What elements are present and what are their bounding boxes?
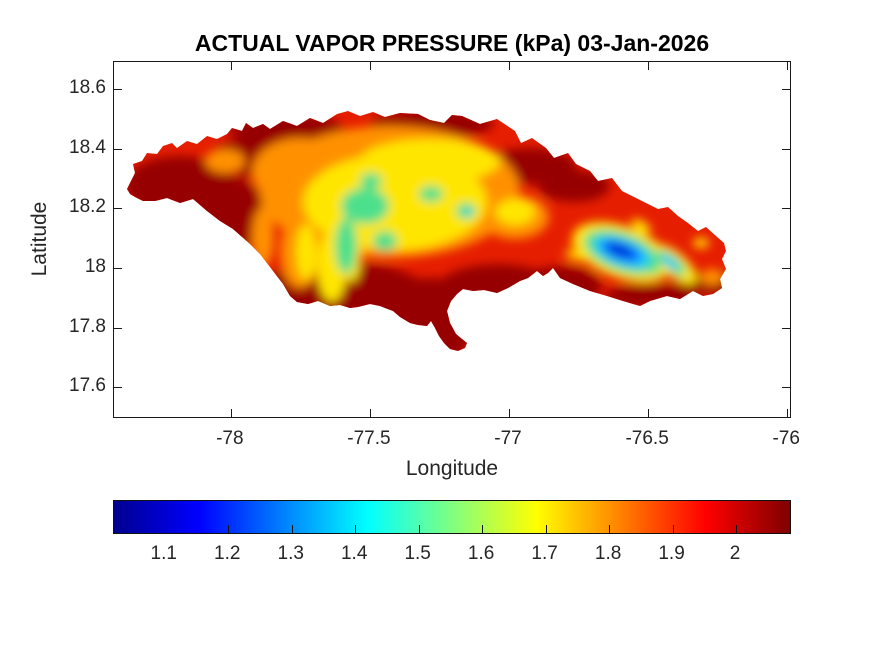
x-tick-mark-bottom bbox=[230, 409, 232, 417]
y-tick-mark-right bbox=[782, 267, 790, 269]
y-tick-mark-right bbox=[782, 208, 790, 210]
y-tick-mark-left bbox=[114, 327, 122, 329]
y-tick-mark-left bbox=[114, 387, 122, 389]
y-tick-mark-right bbox=[782, 148, 790, 150]
colorbar-tick-label: 1.6 bbox=[467, 543, 495, 564]
y-tick-mark-left bbox=[114, 208, 122, 210]
x-tick-mark-bottom bbox=[369, 409, 371, 417]
x-tick-mark-top bbox=[230, 62, 232, 70]
y-tick-label: 18 bbox=[84, 255, 106, 277]
y-tick-mark-left bbox=[114, 267, 122, 269]
x-tick-label: -77.5 bbox=[347, 428, 391, 449]
colorbar-tick-mark bbox=[482, 525, 484, 533]
x-tick-mark-top bbox=[509, 62, 511, 70]
plot-area bbox=[113, 61, 791, 418]
colorbar-tick-mark bbox=[291, 525, 293, 533]
x-tick-mark-bottom bbox=[509, 409, 511, 417]
x-tick-label: -76 bbox=[772, 428, 800, 449]
y-tick-label: 17.6 bbox=[69, 375, 106, 397]
x-tick-mark-bottom bbox=[787, 409, 789, 417]
y-tick-label: 18.2 bbox=[69, 196, 106, 218]
x-tick-label: -77 bbox=[494, 428, 522, 449]
colorbar-tick-mark bbox=[672, 525, 674, 533]
colorbar-tick-mark bbox=[418, 525, 420, 533]
colorbar-tick-label: 1.2 bbox=[214, 543, 241, 564]
y-tick-mark-right bbox=[782, 327, 790, 329]
y-tick-mark-left bbox=[114, 88, 122, 90]
x-tick-label: -76.5 bbox=[625, 428, 669, 449]
colorbar-tick-mark bbox=[609, 525, 611, 533]
colorbar-tick-mark bbox=[228, 525, 230, 533]
colorbar-tick-label: 1.1 bbox=[150, 543, 177, 564]
colorbar-tick-label: 1.9 bbox=[658, 543, 685, 564]
jamaica-heatmap bbox=[127, 111, 726, 351]
colorbar-tick-mark bbox=[545, 525, 547, 533]
y-tick-label: 17.8 bbox=[69, 315, 106, 337]
x-tick-mark-bottom bbox=[648, 409, 650, 417]
x-tick-mark-top bbox=[369, 62, 371, 70]
colorbar-tick-label: 1.3 bbox=[277, 543, 304, 564]
y-axis-title: Latitude bbox=[28, 201, 51, 277]
y-tick-label: 18.6 bbox=[69, 76, 106, 98]
colorbar-tick-mark bbox=[736, 525, 738, 533]
chart-title: ACTUAL VAPOR PRESSURE (kPa) 03-Jan-2026 bbox=[194, 30, 710, 56]
x-tick-label: -78 bbox=[216, 428, 244, 449]
colorbar-tick-label: 1.4 bbox=[340, 543, 368, 564]
colorbar-tick-label: 1.7 bbox=[531, 543, 558, 564]
y-tick-mark-right bbox=[782, 387, 790, 389]
colorbar bbox=[113, 500, 791, 534]
colorbar-tick-mark bbox=[355, 525, 357, 533]
y-tick-mark-left bbox=[114, 148, 122, 150]
colorbar-tick-label: 1.8 bbox=[594, 543, 622, 564]
colorbar-tick-label: 2 bbox=[729, 543, 741, 564]
x-tick-mark-top bbox=[648, 62, 650, 70]
x-axis-title: Longitude bbox=[405, 457, 499, 480]
colorbar-tick-mark bbox=[164, 525, 166, 533]
y-tick-mark-right bbox=[782, 88, 790, 90]
y-tick-label: 18.4 bbox=[69, 136, 106, 158]
colorbar-tick-label: 1.5 bbox=[404, 543, 431, 564]
x-tick-mark-top bbox=[787, 62, 789, 70]
